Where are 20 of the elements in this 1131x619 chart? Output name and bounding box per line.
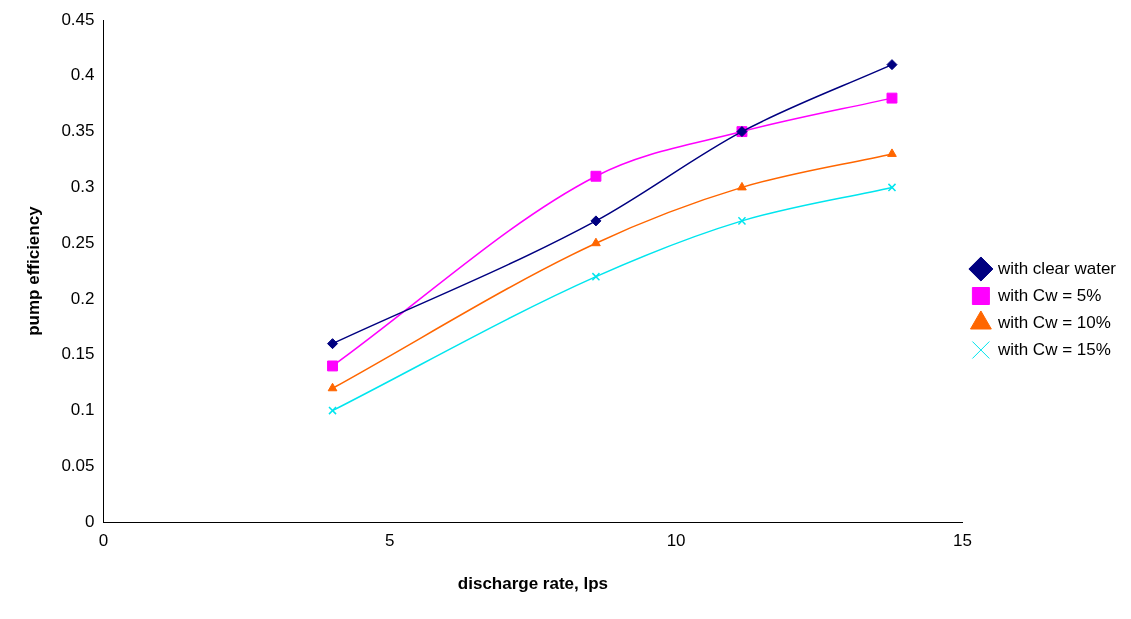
legend-label: with Cw = 15%	[996, 339, 1111, 359]
x-tick-label: 15	[952, 531, 972, 551]
y-tick-label: 0.1	[70, 400, 95, 420]
y-axis-title: pump efficiency	[23, 205, 43, 336]
y-tick-label: 0.3	[70, 177, 95, 197]
y-tick-label: 0.15	[61, 344, 95, 364]
x-tick-label: 0	[98, 531, 109, 551]
x-tick-label: 5	[385, 531, 395, 551]
y-tick-label: 0.25	[61, 232, 95, 252]
y-tick-label: 0.4	[70, 65, 95, 85]
y-tick-label: 0.45	[61, 9, 95, 29]
x-tick-label: 10	[666, 531, 686, 551]
legend-label: with Cw = 10%	[996, 312, 1111, 332]
y-tick-label: 0.35	[61, 121, 95, 141]
x-axis-title: discharge rate, lps	[457, 574, 609, 594]
legend-label: with Cw = 5%	[996, 285, 1102, 305]
y-tick-label: 0	[85, 511, 95, 531]
legend-label: with clear water	[996, 258, 1117, 278]
y-tick-label: 0.05	[61, 456, 95, 476]
y-tick-label: 0.2	[70, 288, 95, 308]
